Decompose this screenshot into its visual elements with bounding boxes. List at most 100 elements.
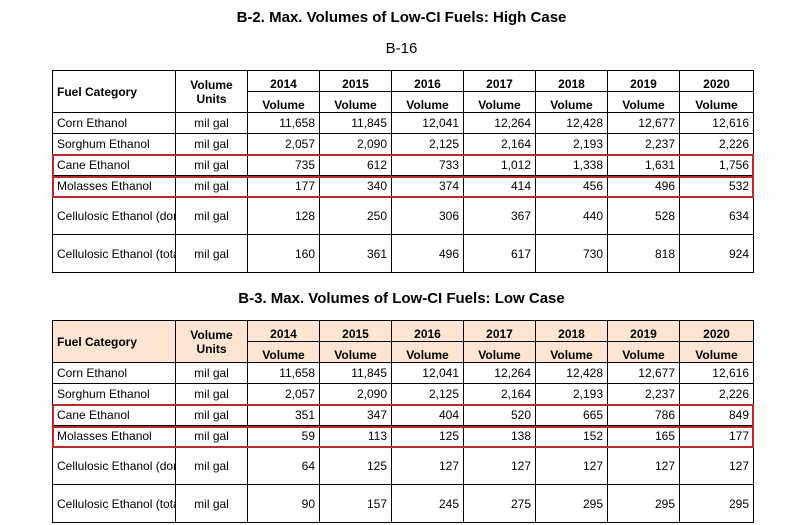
header-volume: Volume [391,91,464,113]
header-volume: Volume [319,341,392,363]
unit-cell: mil gal [175,404,248,426]
value-cell: 617 [463,234,536,273]
header-year: 2017 [463,320,536,342]
table-b3-title: B-3. Max. Volumes of Low-CI Fuels: Low C… [238,290,565,307]
value-cell: 12,616 [679,112,754,134]
value-cell: 1,012 [463,154,536,176]
fuel-category-cell: Cellulosic Ethanol (total) [52,234,176,273]
header-volume: Volume [679,341,754,363]
fuel-category-cell: Corn Ethanol [52,112,176,134]
fuel-category-cell: Cellulosic Ethanol (domestic) [52,196,176,235]
header-volume-units-line: Units [196,91,227,106]
value-cell: 612 [319,154,392,176]
value-cell: 818 [607,234,680,273]
header-volume: Volume [607,91,680,113]
unit-cell: mil gal [175,154,248,176]
value-cell: 1,756 [679,154,754,176]
header-row: Fuel Category Volume Units 2014 2015 2016 2017… [52,320,754,363]
value-cell: 11,845 [319,112,392,134]
value-cell: 12,677 [607,112,680,134]
header-volume: Volume [535,341,608,363]
value-cell: 165 [607,425,680,447]
value-cell: 12,616 [679,362,754,384]
value-cell: 414 [463,175,536,197]
value-cell: 152 [535,425,608,447]
value-cell: 11,658 [247,112,320,134]
header-year: 2016 [391,70,464,92]
value-cell: 127 [463,446,536,485]
header-volume: Volume [247,91,320,113]
value-cell: 157 [319,484,392,523]
value-cell: 1,631 [607,154,680,176]
value-cell: 90 [247,484,320,523]
value-cell: 12,428 [535,112,608,134]
value-cell: 295 [679,484,754,523]
table-row: Sorghum Ethanol mil gal 2,057 2,090 2,125 2,1… [52,383,754,405]
table-row: Corn Ethanol mil gal 11,658 11,845 12,041 12,… [52,362,754,384]
fuel-category-cell: Cane Ethanol [52,154,176,176]
value-cell: 351 [247,404,320,426]
value-cell: 177 [679,425,754,447]
value-cell: 295 [535,484,608,523]
value-cell: 496 [607,175,680,197]
unit-cell: mil gal [175,234,248,273]
table-row: Cane Ethanol mil gal 351 347 404 520 665 786 849 [52,404,754,426]
header-year: 2020 [679,320,754,342]
value-cell: 306 [391,196,464,235]
value-cell: 113 [319,425,392,447]
header-year: 2019 [607,70,680,92]
value-cell: 924 [679,234,754,273]
value-cell: 2,125 [391,133,464,155]
table-row: Cane Ethanol mil gal 735 612 733 1,012 1,338 1,… [52,154,754,176]
header-volume-units: Volume Units [175,70,248,113]
value-cell: 733 [391,154,464,176]
fuel-category-cell: Sorghum Ethanol [52,383,176,405]
unit-cell: mil gal [175,362,248,384]
value-cell: 361 [319,234,392,273]
fuel-category-cell: Cane Ethanol [52,404,176,426]
value-cell: 11,845 [319,362,392,384]
header-volume-units-line: Volume [190,327,233,342]
header-volume: Volume [247,341,320,363]
table-row: Sorghum Ethanol mil gal 2,057 2,090 2,125 2,1… [52,133,754,155]
value-cell: 735 [247,154,320,176]
value-cell: 12,264 [463,112,536,134]
page-number: B-16 [385,40,418,57]
header-year: 2015 [319,320,392,342]
header-volume: Volume [679,91,754,113]
value-cell: 2,057 [247,383,320,405]
value-cell: 2,164 [463,133,536,155]
header-volume: Volume [463,341,536,363]
value-cell: 849 [679,404,754,426]
value-cell: 12,041 [391,112,464,134]
value-cell: 665 [535,404,608,426]
header-fuel-category: Fuel Category [52,70,176,113]
header-row: Fuel Category Volume Units 2014 2015 2016 2017… [52,70,754,113]
value-cell: 730 [535,234,608,273]
value-cell: 2,193 [535,133,608,155]
header-year: 2018 [535,320,608,342]
value-cell: 125 [391,425,464,447]
value-cell: 2,125 [391,383,464,405]
header-year: 2015 [319,70,392,92]
value-cell: 2,057 [247,133,320,155]
value-cell: 634 [679,196,754,235]
table-row: Cellulosic Ethanol (domestic)mil gal6412… [52,446,754,485]
unit-cell: mil gal [175,112,248,134]
value-cell: 11,658 [247,362,320,384]
value-cell: 59 [247,425,320,447]
header-volume-units: Volume Units [175,320,248,363]
value-cell: 440 [535,196,608,235]
value-cell: 340 [319,175,392,197]
value-cell: 2,090 [319,383,392,405]
value-cell: 12,677 [607,362,680,384]
table-row: Cellulosic Ethanol (total) mil gal 90 157 24… [52,484,754,523]
table-row: Corn Ethanol mil gal 11,658 11,845 12,041 12,… [52,112,754,134]
value-cell: 456 [535,175,608,197]
value-cell: 127 [679,446,754,485]
value-cell: 160 [247,234,320,273]
header-row-volume: Volume Volume Volume Volume Volume Volume Volu… [53,341,754,363]
value-cell: 2,226 [679,133,754,155]
value-cell: 2,164 [463,383,536,405]
table-b3: Fuel Category Volume Units 2014 2015 2016 2017… [52,320,754,523]
